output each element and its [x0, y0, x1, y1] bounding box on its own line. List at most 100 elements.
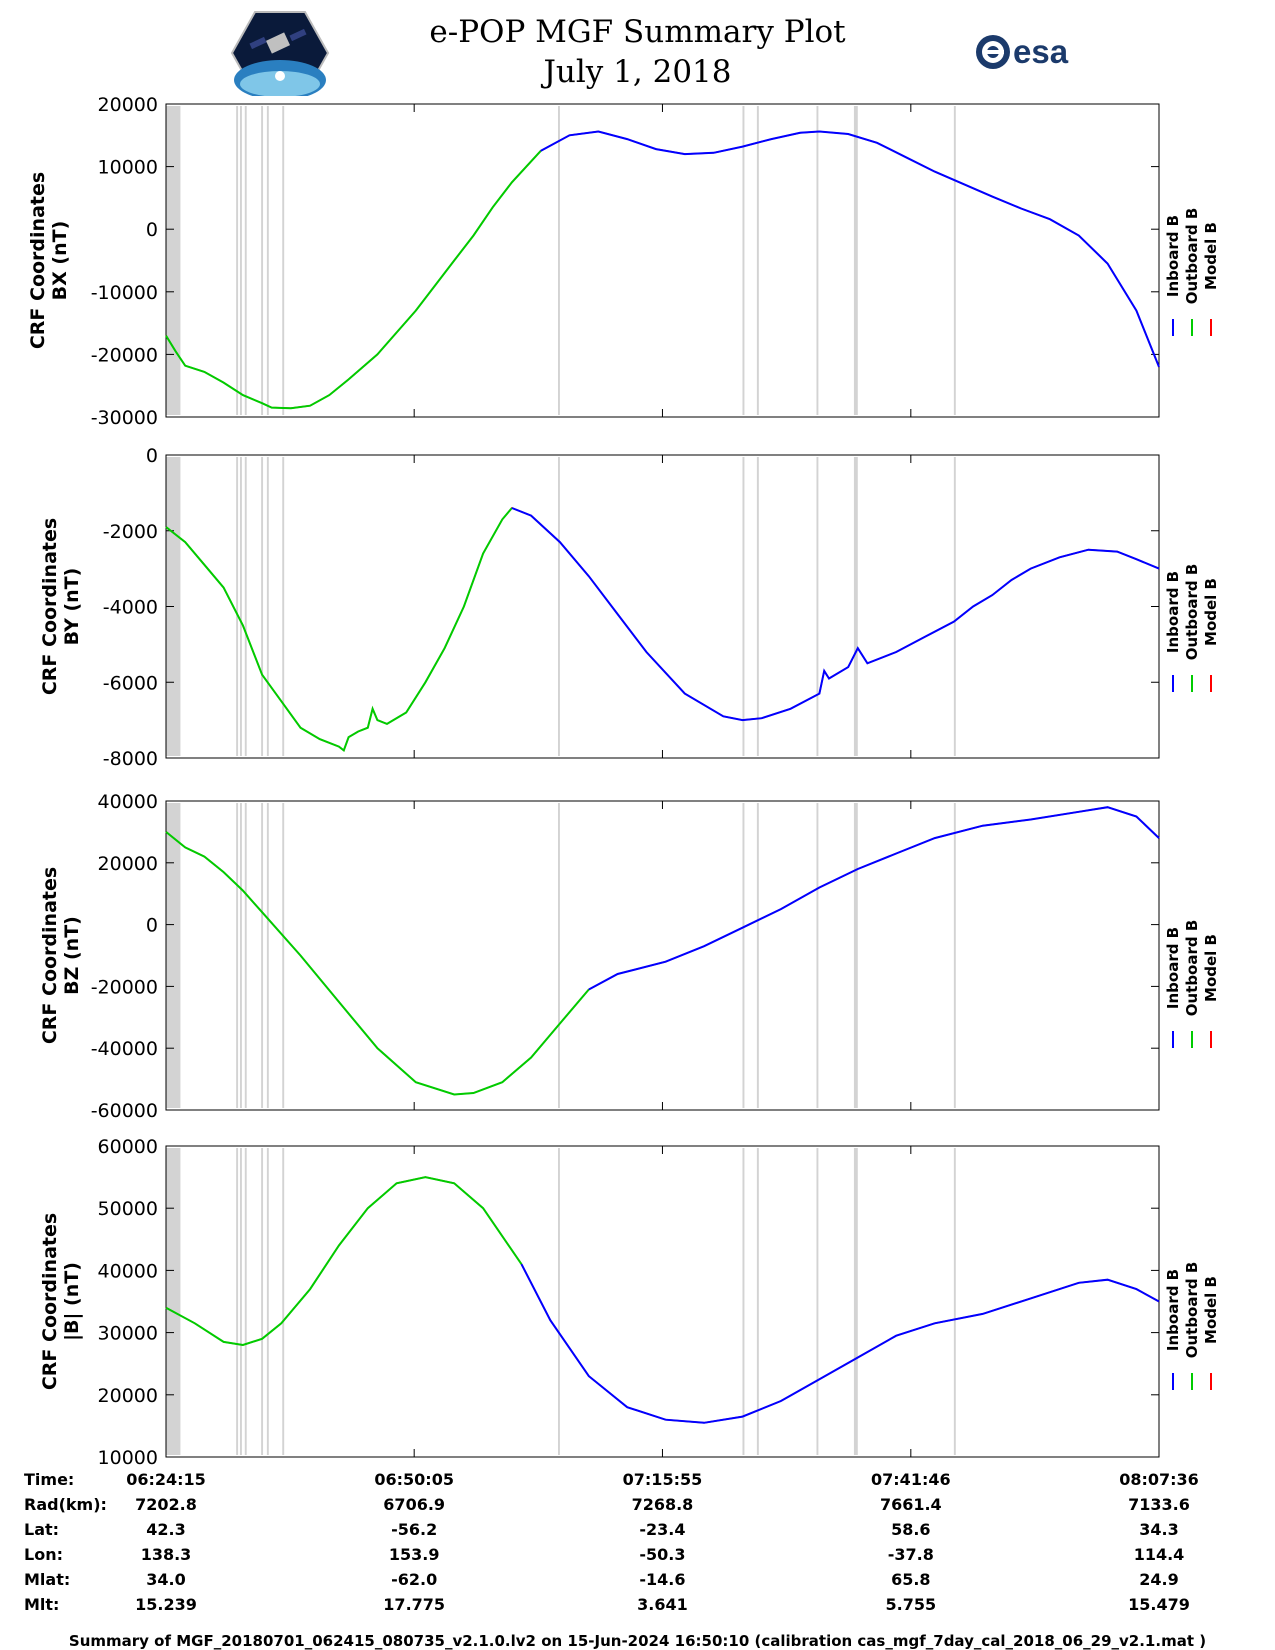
ephemeris-row-label: Mlt:	[24, 1595, 59, 1614]
ephemeris-row-label: Mlat:	[24, 1570, 70, 1589]
ephemeris-value: 34.3	[1139, 1520, 1178, 1539]
y-tick-label: 20000	[98, 1385, 158, 1407]
ephemeris-value: 114.4	[1134, 1545, 1185, 1564]
inboard-b-line	[540, 130, 1160, 368]
data-gap-band	[236, 457, 239, 756]
panel-bmag: 10000 20000 30000 40000 50000 60000 CRF Coordi…	[39, 1136, 1220, 1469]
data-gap-band	[282, 803, 285, 1108]
y-axis-label: BY (nT)	[61, 568, 83, 646]
plot-frame	[165, 454, 1160, 759]
data-gap-band	[742, 1148, 745, 1455]
ephemeris-value: 15.239	[135, 1595, 197, 1614]
data-gap-band	[236, 1148, 239, 1455]
data-gap-band	[261, 457, 264, 756]
ephemeris-row-label: Lon:	[24, 1545, 63, 1564]
y-tick-label: 0	[146, 915, 158, 937]
inboard-b-line	[511, 507, 1160, 722]
data-gap-band	[816, 803, 819, 1108]
ephemeris-value: 7133.6	[1128, 1495, 1190, 1514]
data-gap-band	[742, 457, 745, 756]
data-gap-band	[816, 1148, 819, 1455]
data-gap-band	[266, 457, 269, 756]
y-tick-label: -30000	[91, 407, 158, 429]
legend-label: Outboard B	[1183, 1262, 1201, 1359]
legend-label: Inboard B	[1164, 927, 1182, 1009]
ephemeris-value: 5.755	[886, 1595, 937, 1614]
ephemeris-row-label: Time:	[24, 1470, 74, 1489]
y-axis-label: CRF Coordinates	[39, 867, 61, 1044]
data-gap-band	[816, 457, 819, 756]
ephemeris-value: 7661.4	[880, 1495, 942, 1514]
y-tick-label: -20000	[91, 976, 158, 998]
y-tick-label: 20000	[98, 94, 158, 116]
data-gap-band	[853, 457, 858, 756]
data-gap-band	[244, 106, 247, 415]
ephemeris-value: 06:24:15	[126, 1470, 206, 1489]
y-axis-label: BX (nT)	[49, 221, 71, 301]
data-gap-band	[953, 106, 956, 415]
y-tick-label: 10000	[98, 1447, 158, 1469]
data-gap-band	[236, 106, 239, 415]
data-gap-band	[816, 106, 819, 415]
ephemeris-value: -37.8	[888, 1545, 934, 1564]
legend-label: Outboard B	[1183, 208, 1201, 305]
outboard-b-line	[165, 150, 542, 410]
ephemeris-value: 3.641	[637, 1595, 688, 1614]
y-tick-label: 40000	[98, 1260, 158, 1282]
panel-bz: -60000 -40000 -20000 0 20000 40000 CRF Coordin…	[39, 791, 1220, 1122]
panel-by: -8000 -6000 -4000 -2000 0 CRF Coordinates BY (…	[39, 445, 1220, 770]
y-tick-label: -10000	[91, 282, 158, 304]
data-gap-band	[244, 803, 247, 1108]
y-tick-label: -8000	[103, 748, 158, 770]
ephemeris-value: 7202.8	[135, 1495, 197, 1514]
ephemeris-value: 17.775	[383, 1595, 445, 1614]
model-b-line	[165, 806, 1160, 1096]
inboard-b-line	[588, 806, 1160, 991]
y-tick-label: 50000	[98, 1198, 158, 1220]
data-gap-band	[756, 1148, 759, 1455]
y-tick-label: -60000	[91, 1100, 158, 1122]
data-gap-band	[166, 1148, 181, 1455]
data-gap-band	[239, 1148, 242, 1455]
plot-frame	[165, 800, 1160, 1111]
legend: Inboard B Outboard B Model B	[1164, 208, 1220, 336]
plot-date: July 1, 2018	[543, 54, 732, 90]
data-gap-band	[558, 457, 560, 756]
legend: Inboard B Outboard B Model B	[1164, 1262, 1220, 1390]
y-axis-label: |B| (nT)	[61, 1262, 83, 1341]
ephemeris-value: 07:41:46	[871, 1470, 951, 1489]
legend-label: Model B	[1202, 578, 1220, 646]
y-axis-label: CRF Coordinates	[39, 518, 61, 695]
ephemeris-value: 138.3	[141, 1545, 192, 1564]
data-gap-band	[853, 1148, 858, 1455]
ephemeris-value: 34.0	[146, 1570, 185, 1589]
outboard-b-line	[165, 507, 513, 753]
data-gap-band	[282, 1148, 285, 1455]
plot-frame	[165, 1145, 1160, 1458]
data-gap-band	[239, 803, 242, 1108]
data-gap-band	[261, 803, 264, 1108]
ephemeris-value: 08:07:36	[1119, 1470, 1199, 1489]
data-gap-band	[266, 106, 269, 415]
y-tick-label: 30000	[98, 1323, 158, 1345]
legend: Inboard B Outboard B Model B	[1164, 920, 1220, 1048]
y-tick-label: -40000	[91, 1038, 158, 1060]
y-tick-label: 40000	[98, 791, 158, 813]
model-b-line	[165, 507, 1160, 752]
data-gap-band	[239, 457, 242, 756]
ephemeris-value: 58.6	[891, 1520, 930, 1539]
ephemeris-value: 06:50:05	[374, 1470, 454, 1489]
footer-caption: Summary of MGF_20180701_062415_080735_v2…	[68, 1632, 1207, 1650]
data-gap-band	[953, 803, 956, 1108]
cassiope-satellite-logo	[230, 11, 330, 96]
data-gap-band	[558, 1148, 560, 1455]
model-b-line	[165, 130, 1160, 410]
plot-title: e-POP MGF Summary Plot	[429, 14, 846, 50]
legend-label: Model B	[1202, 1276, 1220, 1344]
data-gap-band	[282, 106, 285, 415]
legend-label: Inboard B	[1164, 571, 1182, 653]
ephemeris-value: -23.4	[639, 1520, 685, 1539]
model-b-line	[165, 1176, 1160, 1424]
y-axis-label: CRF Coordinates	[39, 1213, 61, 1390]
